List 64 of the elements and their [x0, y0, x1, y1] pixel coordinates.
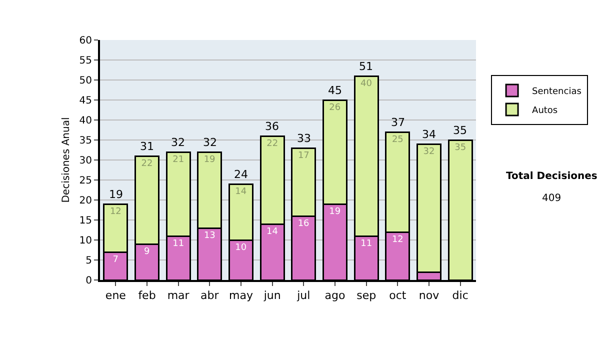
x-tick-label: ene: [105, 289, 126, 302]
data-label: 16: [298, 219, 310, 229]
x-tick-label: sep: [356, 289, 376, 302]
x-tick-label: jun: [262, 289, 281, 302]
y-tick-label: 60: [79, 36, 92, 46]
data-label: 12: [110, 207, 122, 217]
total-label: 35: [453, 124, 467, 137]
data-label: 9: [144, 247, 150, 257]
y-tick-label: 40: [79, 116, 92, 126]
total-label: 19: [109, 188, 123, 201]
x-tick-label: jul: [296, 289, 310, 302]
text: 409: [542, 193, 562, 204]
total-label: 45: [328, 84, 342, 97]
data-label: 32: [423, 147, 435, 157]
data-label: 7: [112, 255, 119, 265]
legend-label: Sentencias: [532, 87, 582, 98]
y-tick-label: 20: [79, 196, 92, 206]
y-tick-label: 55: [79, 56, 92, 66]
data-label: 35: [454, 143, 466, 153]
legend-label: Autos: [532, 106, 558, 116]
total-label: 36: [265, 120, 279, 133]
total-label: 33: [297, 132, 311, 145]
data-label: 11: [172, 239, 184, 249]
x-tick-label: oct: [389, 289, 407, 302]
x-tick-label: mar: [167, 289, 190, 302]
x-tick-label: ago: [324, 289, 346, 302]
y-tick-label: 0: [86, 276, 92, 286]
total-label: 31: [140, 140, 154, 153]
y-tick-label: 45: [79, 96, 92, 106]
y-tick-label: 5: [86, 256, 92, 266]
data-label: 25: [392, 135, 404, 145]
data-label: 11: [360, 239, 372, 249]
total-label: 32: [203, 136, 217, 149]
y-axis-title: Decisiones Anual: [61, 117, 72, 203]
x-tick-label: feb: [138, 289, 156, 302]
y-tick-label: 35: [79, 136, 92, 146]
data-label: 22: [141, 159, 153, 169]
y-tick-label: 10: [79, 236, 92, 246]
text: Total Decisiones: [506, 171, 598, 182]
total-label: 32: [171, 136, 185, 149]
x-tick-label: nov: [418, 289, 440, 302]
data-label: 10: [235, 243, 247, 253]
total-label: 24: [234, 168, 248, 181]
y-tick-label: 50: [79, 76, 92, 86]
y-tick-label: 15: [79, 216, 92, 226]
data-label: 21: [172, 155, 184, 165]
data-label: 12: [392, 235, 404, 245]
data-label: 13: [204, 231, 216, 241]
data-label: 40: [360, 79, 372, 89]
data-label: 17: [298, 151, 310, 161]
y-tick-label: 30: [79, 156, 92, 166]
data-label: 14: [235, 187, 247, 197]
data-label: 14: [266, 227, 278, 237]
x-tick-label: may: [229, 289, 254, 302]
data-label: 22: [266, 139, 278, 149]
total-label: 51: [359, 60, 373, 73]
total-label: 34: [422, 128, 436, 141]
data-label: 19: [204, 155, 216, 165]
data-label: 26: [329, 103, 341, 113]
x-tick-label: dic: [452, 289, 468, 302]
y-tick-label: 25: [79, 176, 92, 186]
data-label: 19: [329, 207, 341, 217]
total-label: 37: [391, 116, 405, 129]
x-tick-label: abr: [200, 289, 220, 302]
